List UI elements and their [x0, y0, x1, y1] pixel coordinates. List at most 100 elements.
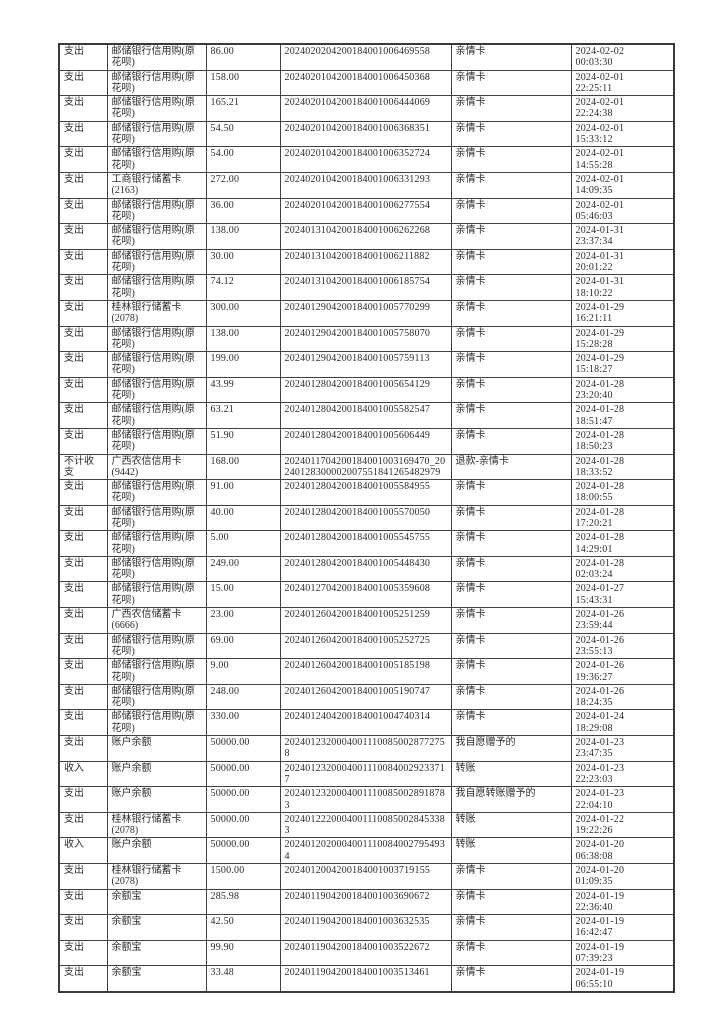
cell-account: 余额宝 — [106, 939, 207, 967]
cell-account: 余额宝 — [106, 914, 207, 941]
table-row: 不计收支 广西农信信用卡(9442) 168.00 20240117042001840… — [58, 453, 675, 481]
time-line: 07:39:23 — [575, 953, 613, 965]
cell-remark: 亲情卡 — [450, 274, 572, 301]
table-row: 支出 余额宝 33.48 2024011904200184001003513461 亲情… — [58, 965, 675, 993]
date-line: 2024-01-29 — [575, 353, 625, 365]
cell-amount: 74.12 — [205, 274, 281, 301]
cell-datetime: 2024-01-26 19:36:27 — [570, 658, 675, 685]
cell-account: 邮储银行信用购(原花呗) — [106, 632, 207, 660]
cell-transaction-id: 2024013104200184001006211882 — [279, 248, 452, 276]
cell-datetime: 2024-01-29 15:18:27 — [570, 351, 675, 378]
cell-direction: 支出 — [58, 683, 108, 711]
cell-account: 邮储银行信用购(原花呗) — [106, 683, 207, 711]
time-line: 23:59:44 — [575, 620, 613, 632]
cell-amount: 50000.00 — [205, 760, 281, 788]
cell-amount: 54.00 — [205, 146, 281, 173]
cell-amount: 33.48 — [205, 965, 281, 993]
cell-amount: 138.00 — [205, 325, 281, 353]
cell-amount: 43.99 — [205, 376, 281, 404]
cell-amount: 15.00 — [205, 581, 281, 609]
table-row: 支出 邮储银行信用购(原花呗) 138.00 20240131042001840010… — [58, 223, 675, 250]
cell-datetime: 2024-01-26 23:59:44 — [570, 607, 675, 634]
time-line: 14:29:01 — [575, 543, 613, 555]
cell-account: 邮储银行信用购(原花呗) — [106, 120, 207, 148]
cell-transaction-id: 2024011904200184001003513461 — [279, 965, 452, 993]
cell-remark: 亲情卡 — [450, 914, 572, 941]
cell-transaction-id: 2024012804200184001005448430 — [279, 555, 452, 583]
cell-transaction-id: 2024012804200184001005606449 — [279, 427, 452, 455]
table-row: 支出 余额宝 99.90 2024011904200184001003522672 亲情… — [58, 939, 675, 967]
cell-remark: 亲情卡 — [450, 632, 572, 660]
cell-datetime: 2024-01-24 18:29:08 — [570, 709, 675, 737]
cell-direction: 不计收支 — [58, 453, 108, 481]
cell-direction: 支出 — [58, 197, 108, 225]
cell-transaction-id: 2024012604200184001005251259 — [279, 607, 452, 634]
cell-remark: 亲情卡 — [450, 939, 572, 967]
time-line: 18:51:47 — [575, 415, 613, 427]
cell-amount: 69.00 — [205, 632, 281, 660]
cell-transaction-id: 2024020104200184001006277554 — [279, 197, 452, 225]
date-line: 2024-02-01 — [575, 97, 625, 109]
cell-amount: 51.90 — [205, 427, 281, 455]
cell-account: 邮储银行信用购(原花呗) — [106, 69, 207, 97]
cell-direction: 支出 — [58, 171, 108, 199]
table-row: 支出 工商银行储蓄卡(2163) 272.00 2024020104200184001… — [58, 171, 675, 199]
cell-account: 余额宝 — [106, 888, 207, 916]
cell-remark: 亲情卡 — [450, 299, 572, 327]
cell-account: 桂林银行储蓄卡(2078) — [106, 863, 207, 890]
cell-remark: 亲情卡 — [450, 146, 572, 173]
cell-transaction-id: 2024012804200184001005582547 — [279, 402, 452, 429]
cell-remark: 亲情卡 — [450, 504, 572, 532]
cell-account: 账户余额 — [106, 760, 207, 788]
cell-account: 账户余额 — [106, 735, 207, 762]
cell-account: 邮储银行信用购(原花呗) — [106, 248, 207, 276]
table-row: 支出 邮储银行信用购(原花呗) 9.00 2024012604200184001005… — [58, 658, 675, 685]
table-row: 支出 邮储银行信用购(原花呗) 165.21 20240201042001840010… — [58, 95, 675, 122]
cell-direction: 支出 — [58, 479, 108, 506]
cell-direction: 支出 — [58, 248, 108, 276]
time-line: 18:00:55 — [575, 492, 613, 504]
cell-remark: 亲情卡 — [450, 863, 572, 890]
cell-direction: 支出 — [58, 530, 108, 557]
cell-transaction-id: 2024012604200184001005185198 — [279, 658, 452, 685]
time-line: 14:09:35 — [575, 185, 613, 197]
cell-account: 工商银行储蓄卡(2163) — [106, 171, 207, 199]
time-line: 23:47:35 — [575, 748, 613, 760]
cell-account: 邮储银行信用购(原花呗) — [106, 376, 207, 404]
table-row: 支出 邮储银行信用购(原花呗) 51.90 202401280420018400100… — [58, 427, 675, 455]
cell-remark: 转账 — [450, 760, 572, 788]
cell-transaction-id: 2024012604200184001005190747 — [279, 683, 452, 711]
cell-account: 邮储银行信用购(原花呗) — [106, 223, 207, 250]
date-line: 2024-01-31 — [575, 276, 625, 288]
cell-direction: 收入 — [58, 837, 108, 864]
cell-amount: 249.00 — [205, 555, 281, 583]
date-line: 2024-01-24 — [575, 711, 625, 723]
cell-direction: 支出 — [58, 427, 108, 455]
date-line: 2024-01-31 — [575, 225, 625, 237]
date-line: 2024-02-01 — [575, 122, 625, 134]
cell-remark: 亲情卡 — [450, 43, 572, 71]
cell-amount: 91.00 — [205, 479, 281, 506]
time-line: 18:24:35 — [575, 697, 613, 709]
cell-direction: 支出 — [58, 811, 108, 839]
cell-direction: 支出 — [58, 376, 108, 404]
cell-direction: 支出 — [58, 863, 108, 890]
time-line: 19:36:27 — [575, 671, 613, 683]
table-row: 支出 邮储银行信用购(原花呗) 199.00 20240129042001840010… — [58, 351, 675, 378]
time-line: 18:33:52 — [575, 466, 613, 478]
cell-account: 广西农信储蓄卡(6666) — [106, 607, 207, 634]
time-line: 15:43:31 — [575, 594, 613, 606]
time-line: 23:37:34 — [575, 236, 613, 248]
cell-datetime: 2024-01-28 18:51:47 — [570, 402, 675, 429]
cell-account: 邮储银行信用购(原花呗) — [106, 274, 207, 301]
cell-transaction-id: 2024012904200184001005758070 — [279, 325, 452, 353]
date-line: 2024-01-20 — [575, 865, 625, 876]
cell-account: 邮储银行信用购(原花呗) — [106, 427, 207, 455]
cell-transaction-id: 2024011704200184001003169470_20240128300… — [279, 453, 452, 481]
cell-transaction-id: 20240123200040011100850028918783 — [279, 786, 452, 813]
table-row: 支出 邮储银行信用购(原花呗) 30.00 202401310420018400100… — [58, 248, 675, 276]
date-line: 2024-01-28 — [575, 532, 625, 544]
cell-datetime: 2024-02-01 22:25:11 — [570, 69, 675, 97]
cell-account: 邮储银行信用购(原花呗) — [106, 658, 207, 685]
date-line: 2024-01-28 — [575, 557, 625, 569]
